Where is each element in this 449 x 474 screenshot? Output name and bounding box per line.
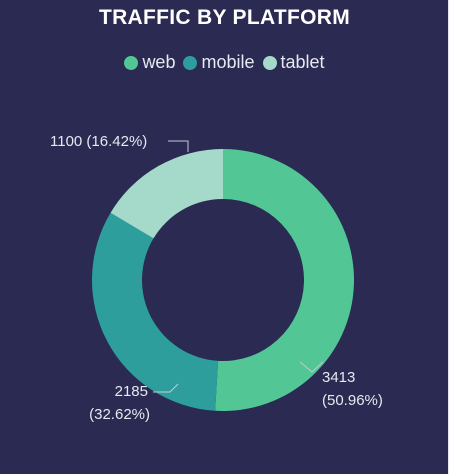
legend-swatch-mobile (183, 55, 198, 70)
donut-slices (92, 149, 354, 411)
legend-item-web[interactable]: web (124, 52, 175, 73)
slice-mobile[interactable] (92, 212, 219, 411)
leader-mobile (153, 383, 179, 393)
chart-title: TRAFFIC BY PLATFORM (98, 6, 351, 29)
legend-label-mobile: mobile (201, 52, 255, 72)
chart-legend: web mobile tablet (0, 52, 449, 73)
leader-web (299, 361, 324, 373)
legend-item-tablet[interactable]: tablet (262, 52, 325, 73)
data-label-web-percent: (50.96%) (322, 392, 383, 409)
slice-web[interactable] (215, 149, 354, 411)
data-label-mobile-value: 2185 (115, 383, 148, 400)
leader-tablet (168, 140, 189, 152)
slice-tablet[interactable] (110, 149, 223, 239)
data-label-web-value: 3413 (322, 369, 355, 386)
legend-label-tablet: tablet (280, 52, 325, 72)
leader-lines (153, 140, 324, 393)
legend-swatch-web (124, 55, 139, 70)
legend-swatch-tablet (262, 55, 277, 70)
legend-item-mobile[interactable]: mobile (183, 52, 255, 73)
data-label-tablet: 1100 (16.42%) (50, 133, 147, 150)
data-label-mobile-percent: (32.62%) (89, 406, 150, 423)
legend-label-web: web (142, 52, 176, 72)
